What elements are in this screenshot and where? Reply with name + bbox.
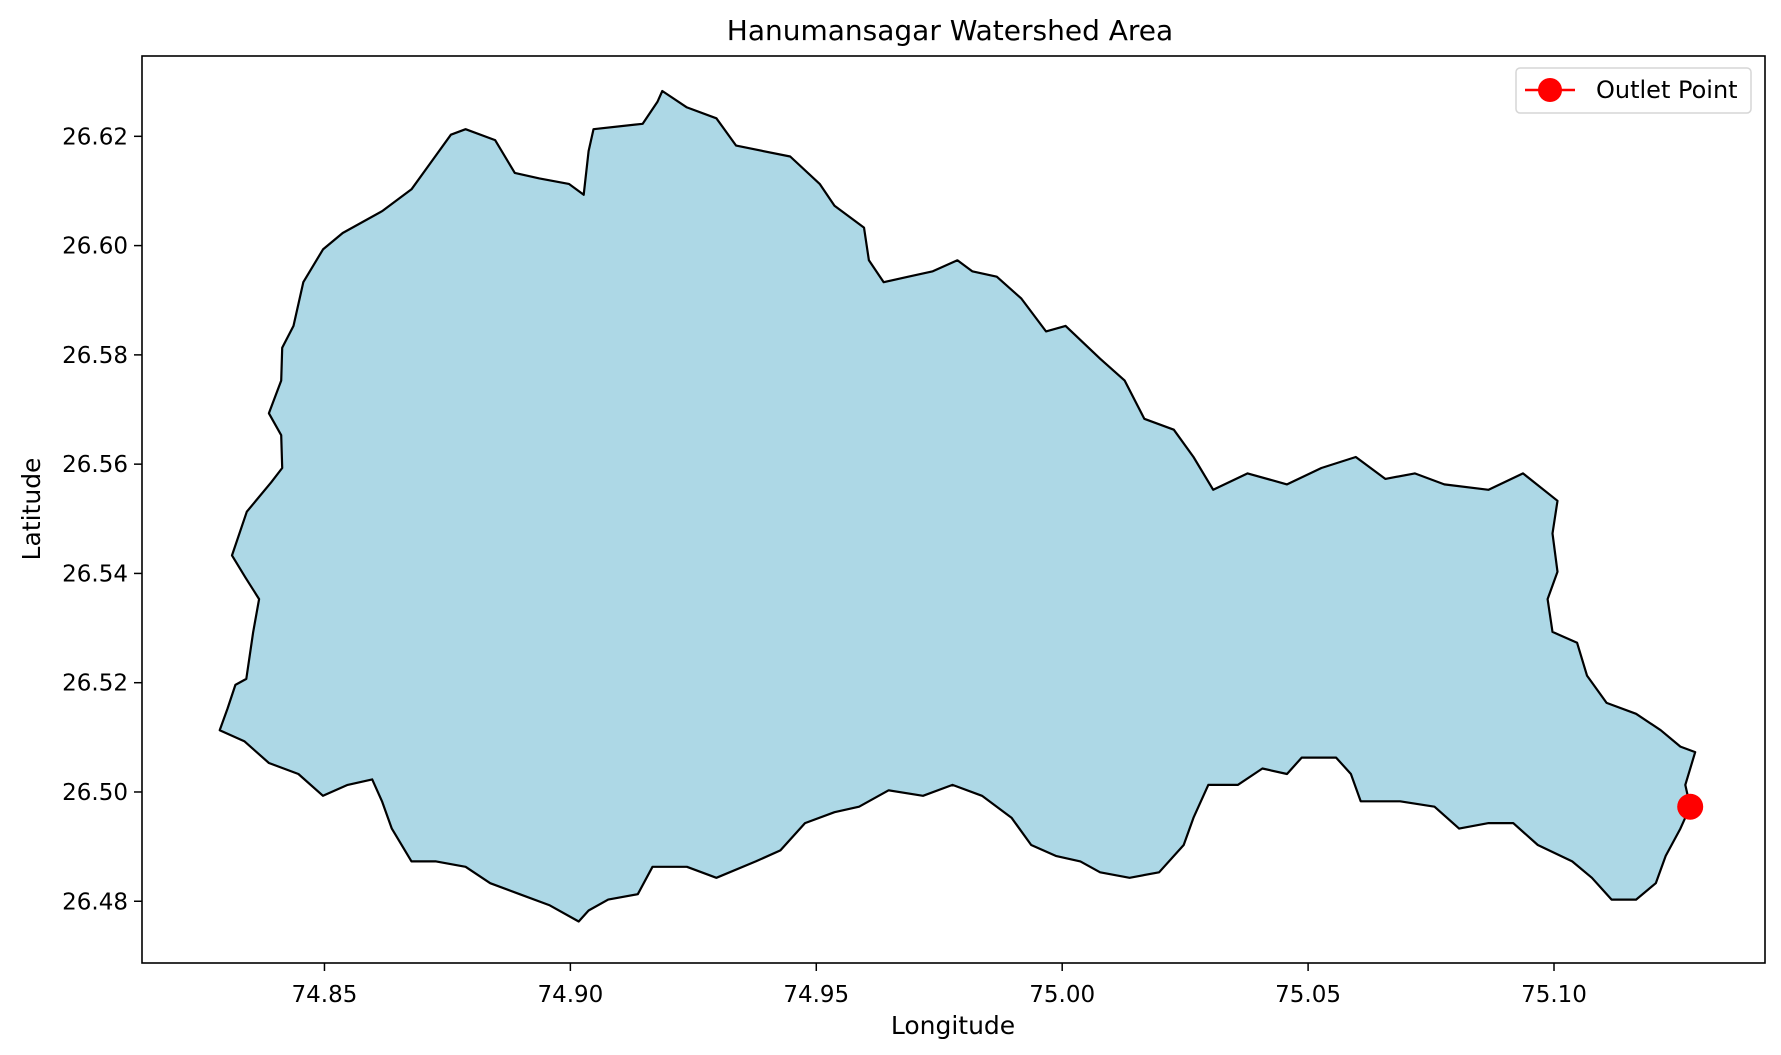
y-tick-label: 26.50 [62,780,128,806]
y-tick-label: 26.58 [62,343,128,369]
y-tick-label: 26.60 [62,234,128,260]
legend-box [1515,67,1752,114]
x-tick-label: 75.00 [1029,982,1095,1008]
y-tick-label: 26.48 [62,889,128,915]
y-axis-label: Latitude [17,458,46,561]
x-axis-label: Longitude [891,1011,1015,1040]
y-tick-label: 26.56 [62,452,128,478]
x-tick-label: 74.85 [292,982,358,1008]
legend: Outlet Point [1515,67,1752,114]
x-tick-label: 75.05 [1275,982,1341,1008]
y-tick-label: 26.52 [62,671,128,697]
y-axis: 26.48 26.50 26.52 26.54 26.56 26.58 26.60 26.62 [62,124,142,915]
plot-frame [141,55,1766,964]
x-tick-label: 75.10 [1521,982,1587,1008]
y-tick-label: 26.62 [62,124,128,150]
x-tick-label: 74.90 [537,982,603,1008]
x-tick-label: 74.95 [783,982,849,1008]
watershed-layer [218,89,1704,923]
x-axis: 74.85 74.90 74.95 75.00 75.05 75.10 [292,963,1587,1008]
outlet-point-marker[interactable] [1677,793,1704,820]
legend-outlet-marker [1538,78,1562,102]
legend-label-outlet-point: Outlet Point [1596,76,1738,104]
watershed-polygon[interactable] [218,89,1697,923]
chart-title: Hanumansagar Watershed Area [727,14,1173,47]
y-tick-label: 26.54 [62,561,128,587]
